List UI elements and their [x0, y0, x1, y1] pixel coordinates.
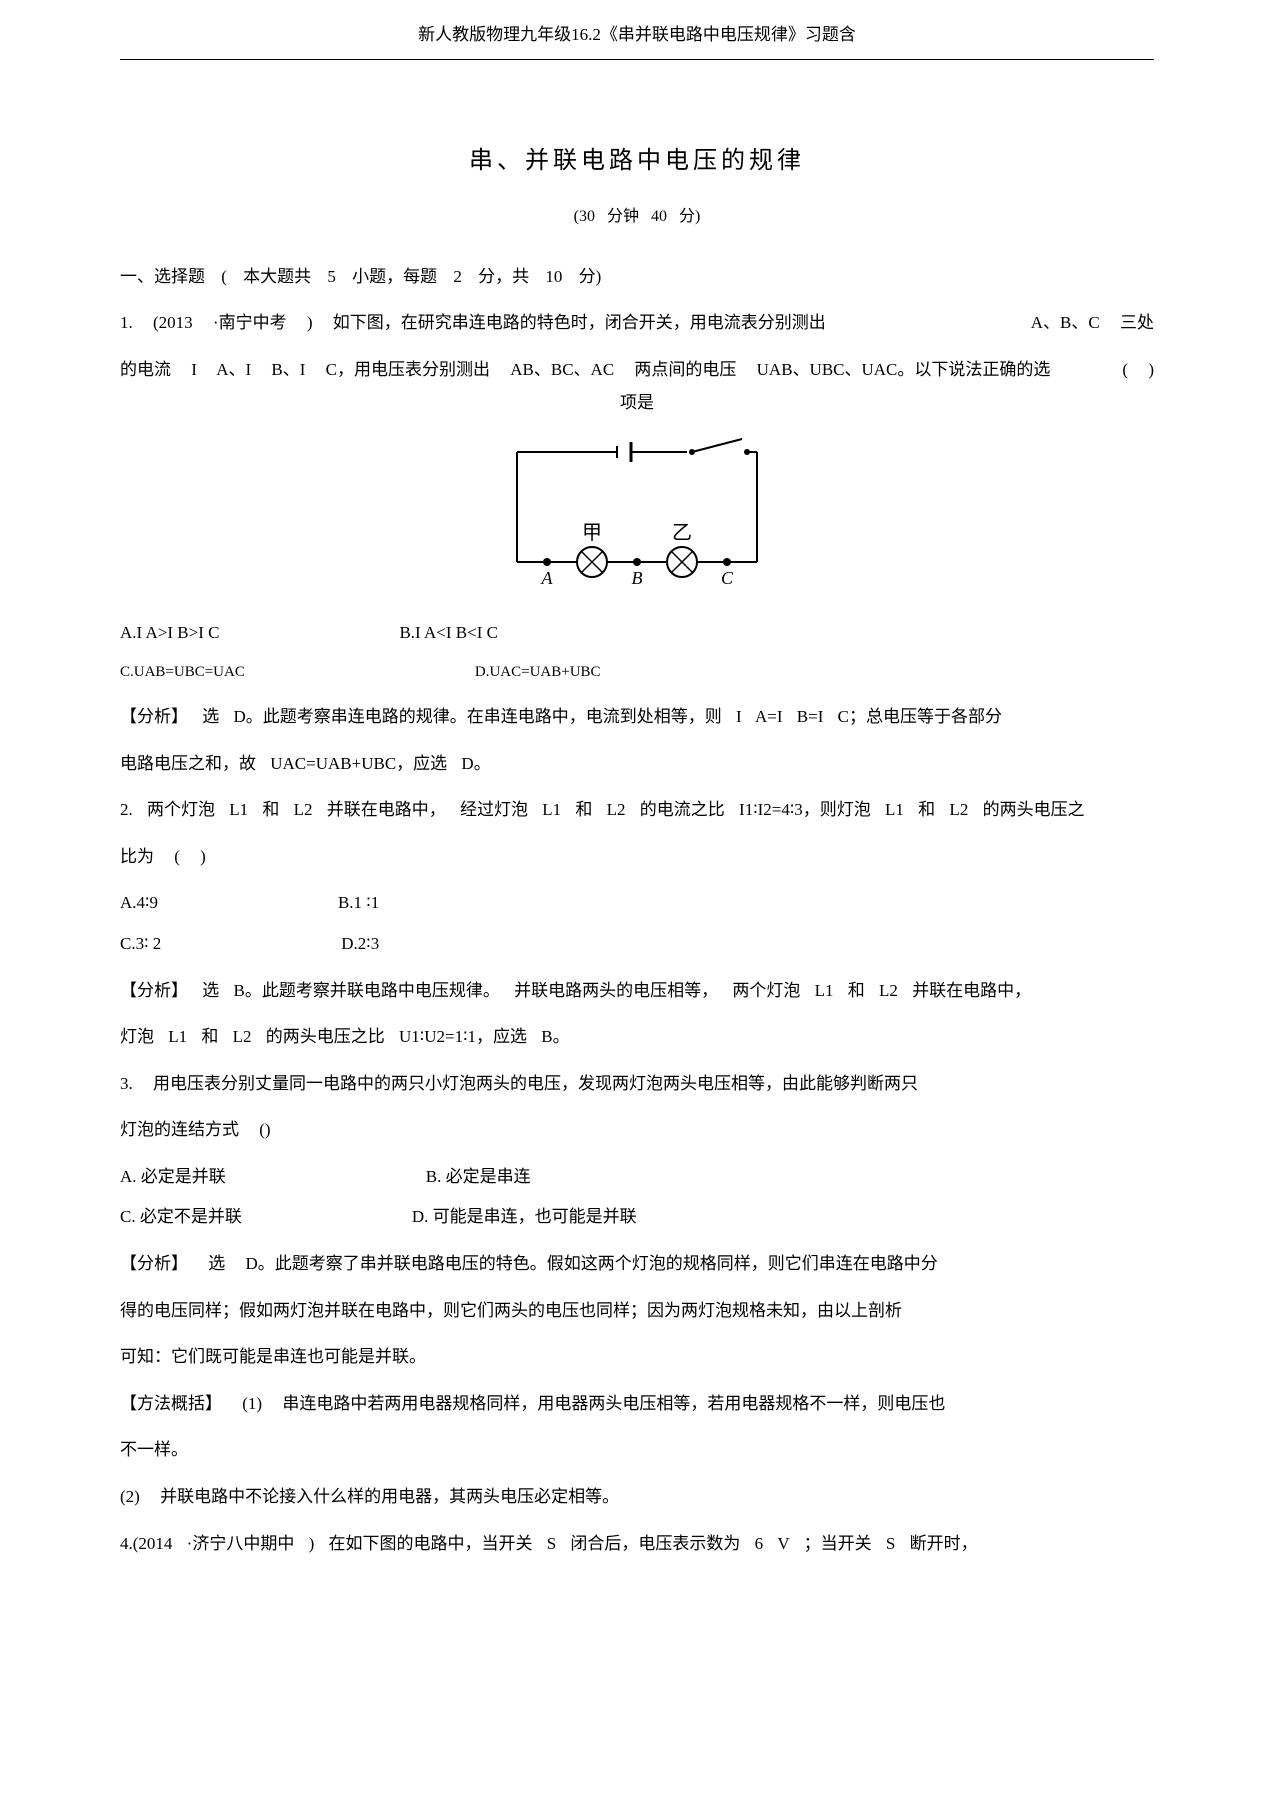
q1-opt-a: A.I A>I B>I C — [120, 618, 219, 649]
q3-opt-d: D. 可能是串连，也可能是并联 — [412, 1202, 637, 1233]
q1-line1a: 1. (2013 ·南宁中考 ) 如下图，在研究串连电路的特色时，闭合开关，用电… — [120, 313, 826, 332]
circuit-diagram: 甲 乙 A B C — [120, 432, 1154, 602]
q1-opt-b: B.I A<I B<I C — [399, 618, 498, 649]
q3-method2: 不一样。 — [120, 1435, 1154, 1466]
page-title: 串、并联电路中电压的规律 — [120, 140, 1154, 183]
q2-opt-a: A.4∶9 — [120, 888, 158, 919]
q1-opt-d: D.UAC=UAB+UBC — [475, 659, 601, 686]
q4-line1: 4.(2014 ·济宁八中期中 ) 在如下图的电路中，当开关 S 闭合后，电压表… — [120, 1529, 1154, 1560]
q3-method3: (2) 并联电路中不论接入什么样的用电器，其两头电压必定相等。 — [120, 1482, 1154, 1513]
q1-line1b: A、B、C 三处 — [1031, 308, 1154, 339]
q1-line1: 1. (2013 ·南宁中考 ) 如下图，在研究串连电路的特色时，闭合开关，用电… — [120, 308, 1154, 339]
label-c: C — [721, 568, 734, 588]
q2-analysis1: 【分析】 选 B。此题考察并联电路中电压规律。 并联电路两头的电压相等， 两个灯… — [120, 976, 1154, 1007]
label-a: A — [541, 568, 554, 588]
q2-line1: 2. 两个灯泡 L1 和 L2 并联在电路中， 经过灯泡 L1 和 L2 的电流… — [120, 795, 1154, 826]
q3-opt-c: C. 必定不是并联 — [120, 1202, 242, 1233]
q1-opt-c: C.UAB=UBC=UAC — [120, 659, 245, 686]
q3-opt-b: B. 必定是串连 — [426, 1162, 531, 1193]
q2-options: A.4∶9 B.1 ∶1 C.3∶ 2 D.2∶3 — [120, 888, 1154, 959]
label-yi: 乙 — [672, 522, 692, 544]
q3-analysis2: 得的电压同样；假如两灯泡并联在电路中，则它们两头的电压也同样；因为两灯泡规格未知… — [120, 1296, 1154, 1327]
q3-line1: 3. 用电压表分别丈量同一电路中的两只小灯泡两头的电压，发现两灯泡两头电压相等，… — [120, 1069, 1154, 1100]
q3-options: A. 必定是并联 B. 必定是串连 C. 必定不是并联 D. 可能是串连，也可能… — [120, 1162, 1154, 1233]
section-heading: 一、选择题 ( 本大题共 5 小题，每题 2 分，共 10 分) — [120, 262, 1154, 293]
q1-line2-sub: 项是 — [120, 388, 1154, 419]
q1-line2a: 的电流 I A、I B、I C，用电压表分别测出 AB、BC、AC 两点间的电压… — [120, 360, 1050, 379]
doc-header-title: 新人教版物理九年级16.2《串并联电路中电压规律》习题含 — [120, 20, 1154, 51]
q1-line2: 的电流 I A、I B、I C，用电压表分别测出 AB、BC、AC 两点间的电压… — [120, 355, 1154, 416]
header-rule — [120, 59, 1154, 60]
q2-opt-b: B.1 ∶1 — [338, 888, 379, 919]
q2-opt-d: D.2∶3 — [341, 929, 379, 960]
label-b: B — [632, 568, 643, 588]
q1-analysis1: 【分析】 选 D。此题考察串连电路的规律。在串连电路中，电流到处相等，则 I A… — [120, 702, 1154, 733]
q1-line2b: ( ) — [1122, 355, 1154, 386]
q3-method1: 【方法概括】 (1) 串连电路中若两用电器规格同样，用电器两头电压相等，若用电器… — [120, 1389, 1154, 1420]
q1-options: A.I A>I B>I C B.I A<I B<I C C.UAB=UBC=UA… — [120, 618, 1154, 686]
q2-analysis2: 灯泡 L1 和 L2 的两头电压之比 U1∶U2=1∶1，应选 B。 — [120, 1022, 1154, 1053]
q3-opt-a: A. 必定是并联 — [120, 1162, 226, 1193]
q3-analysis1: 【分析】 选 D。此题考察了串并联电路电压的特色。假如这两个灯泡的规格同样，则它… — [120, 1249, 1154, 1280]
q2-opt-c: C.3∶ 2 — [120, 929, 161, 960]
q2-line2: 比为 ( ) — [120, 842, 1154, 873]
q1-analysis2: 电路电压之和，故 UAC=UAB+UBC，应选 D。 — [120, 749, 1154, 780]
q3-line2: 灯泡的连结方式 () — [120, 1115, 1154, 1146]
timing: (30 分钟 40 分) — [120, 203, 1154, 232]
q3-analysis3: 可知：它们既可能是串连也可能是并联。 — [120, 1342, 1154, 1373]
label-jia: 甲 — [582, 522, 602, 544]
